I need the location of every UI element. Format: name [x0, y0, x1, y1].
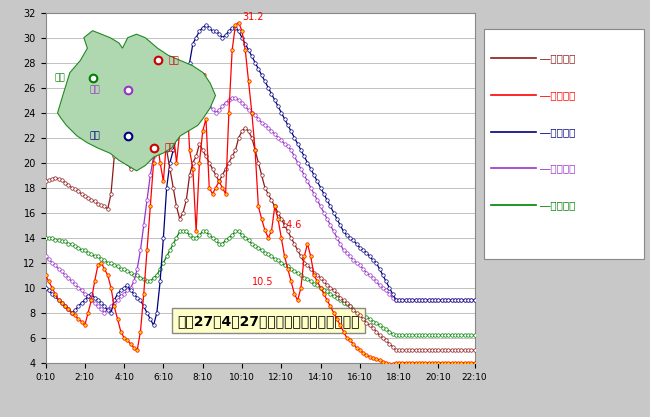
Polygon shape [58, 31, 216, 171]
Text: ―大津気温: ―大津気温 [540, 90, 575, 100]
Text: ―留萌気温: ―留萌気温 [540, 200, 575, 210]
Text: ―旭川気温: ―旭川気温 [540, 163, 575, 173]
Text: 26.2: 26.2 [187, 73, 208, 83]
Text: 31.2: 31.2 [242, 12, 263, 22]
Text: 留萌: 留萌 [54, 73, 65, 83]
Text: ―帯広気温: ―帯広気温 [540, 127, 575, 137]
Text: 平成27年4月27日の北海道各地の気温変化: 平成27年4月27日の北海道各地の気温変化 [177, 314, 360, 328]
Text: ―紋別気温: ―紋別気温 [540, 53, 575, 63]
Text: 帯広: 帯広 [89, 131, 100, 140]
Text: 旭川: 旭川 [89, 86, 100, 95]
Text: 10.5: 10.5 [252, 277, 273, 287]
Text: 紋別: 紋別 [168, 56, 179, 65]
Text: 大津: 大津 [164, 143, 176, 153]
Text: 14.6: 14.6 [281, 220, 303, 230]
